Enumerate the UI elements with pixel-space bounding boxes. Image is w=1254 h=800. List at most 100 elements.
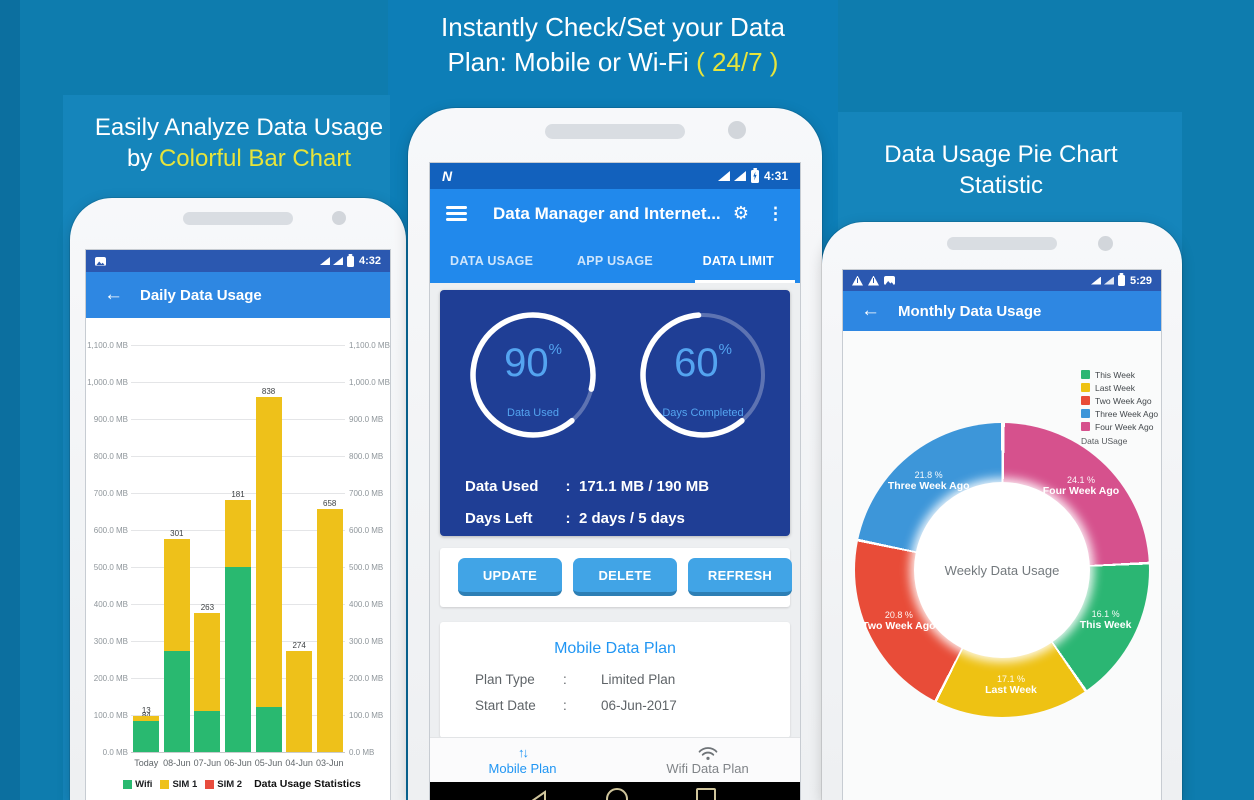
y-tick-left: 600.0 MB bbox=[93, 526, 128, 535]
y-tick-left: 100.0 MB bbox=[93, 711, 128, 720]
tab-data-usage[interactable]: DATA USAGE bbox=[450, 253, 534, 268]
y-tick-right: 600.0 MB bbox=[349, 526, 384, 535]
y-tick-left: 1,100.0 MB bbox=[87, 341, 128, 350]
right-header-line1: Data Usage Pie Chart bbox=[884, 141, 1118, 168]
warning-icon bbox=[868, 275, 879, 286]
bar-segment-wifi bbox=[255, 706, 282, 752]
bar-segment-sim-1 bbox=[316, 508, 343, 752]
bar-value-label: 838 bbox=[261, 386, 276, 396]
gauge-days-completed: 60% Days Completed bbox=[633, 305, 773, 445]
y-tick-right: 900.0 MB bbox=[349, 415, 384, 424]
pie-legend-item-last-week: Last Week bbox=[1081, 381, 1158, 394]
nav-home-icon[interactable] bbox=[606, 788, 628, 800]
delete-button[interactable]: DELETE bbox=[573, 558, 677, 596]
android-nav-bar bbox=[430, 782, 800, 800]
gauge-data-used: 90% Data Used bbox=[463, 305, 603, 445]
y-tick-left: 300.0 MB bbox=[93, 637, 128, 646]
gauge-label: Data Used bbox=[507, 407, 559, 419]
pie-legend-swatch bbox=[1081, 422, 1090, 431]
right-phone: 5:29 ← Monthly Data Usage This Week Last … bbox=[822, 222, 1182, 800]
bar-value-label: 301 bbox=[170, 529, 184, 539]
y-tick-right: 1,100.0 MB bbox=[349, 341, 390, 350]
y-tick-right: 100.0 MB bbox=[349, 711, 384, 720]
y-tick-right: 300.0 MB bbox=[349, 637, 384, 646]
status-time: 5:29 bbox=[1129, 274, 1152, 287]
legend-swatch-wifi bbox=[123, 779, 133, 789]
bar-segment-sim-1 bbox=[133, 716, 160, 721]
right-header: Data Usage Pie Chart Statistic bbox=[821, 139, 1181, 201]
bar-segment-sim-1 bbox=[255, 396, 282, 707]
pie-legend-label: Two Week Ago bbox=[1095, 395, 1152, 406]
gear-icon[interactable]: ⚙ bbox=[732, 203, 749, 223]
bar-value-label: 658 bbox=[323, 498, 337, 508]
legend-label: SIM 1 bbox=[172, 778, 198, 790]
right-header-line2: Statistic bbox=[958, 172, 1044, 199]
pie-legend-title: Data USage bbox=[1081, 436, 1128, 446]
back-arrow-icon[interactable]: ← bbox=[861, 300, 880, 321]
back-arrow-icon[interactable]: ← bbox=[104, 284, 123, 305]
pie-legend-label: Four Week Ago bbox=[1095, 421, 1154, 432]
update-button[interactable]: UPDATE bbox=[458, 558, 562, 596]
right-phone-screen: 5:29 ← Monthly Data Usage This Week Last … bbox=[842, 269, 1162, 800]
slice-label-three-week-ago: 21.8 % Three Week Ago bbox=[887, 470, 970, 493]
y-tick-left: 200.0 MB bbox=[93, 674, 128, 683]
legend-label: Wifi bbox=[135, 778, 153, 790]
bar-segment-wifi bbox=[163, 650, 190, 752]
gauge-label: Days Completed bbox=[662, 407, 744, 419]
left-header: Easily Analyze Data Usage by Colorful Ba… bbox=[59, 112, 419, 174]
bar-value-label: 181 bbox=[231, 489, 245, 499]
buttons-card: UPDATE DELETE REFRESH bbox=[440, 548, 792, 607]
front-camera bbox=[332, 211, 346, 225]
gauge-value: 90% bbox=[504, 341, 562, 385]
middle-phone-screen: N 4:31 Data Manager and Internet... ⚙ ⋮ … bbox=[429, 162, 801, 800]
left-app-bar: ← Daily Data Usage bbox=[86, 272, 390, 318]
warning-icon bbox=[852, 275, 863, 286]
stat-days-left: Days Left:2 days / 5 days bbox=[465, 510, 685, 527]
nav-item-label: Mobile Plan bbox=[488, 761, 557, 776]
bar-chart-title: Data Usage Statistics bbox=[254, 778, 361, 790]
slice-label-this-week: 16.1 % This Week bbox=[1079, 608, 1132, 631]
gridline bbox=[131, 752, 345, 753]
y-tick-left: 1,000.0 MB bbox=[87, 378, 128, 387]
speaker-grill bbox=[947, 237, 1057, 250]
wifi-signal-icon bbox=[332, 257, 343, 265]
pie-legend-item-four-week-ago: Four Week Ago bbox=[1081, 420, 1158, 433]
x-axis-label: 07-Jun bbox=[193, 758, 222, 768]
slice-label-four-week-ago: 24.1 % Four Week Ago bbox=[1042, 475, 1120, 498]
nav-back-icon[interactable] bbox=[526, 788, 552, 800]
overflow-menu-icon[interactable]: ⋮ bbox=[767, 203, 784, 223]
tab-data-limit[interactable]: DATA LIMIT bbox=[702, 253, 775, 268]
speaker-grill bbox=[545, 124, 685, 139]
nav-item-mobile-plan[interactable]: ↑↓ Mobile Plan bbox=[430, 738, 615, 782]
pie-legend-swatch bbox=[1081, 370, 1090, 379]
nav-item-wifi-data-plan[interactable]: Wifi Data Plan bbox=[615, 738, 800, 782]
gridline bbox=[131, 493, 345, 494]
bar-segment-wifi bbox=[133, 720, 160, 752]
bar-value-label: 84 bbox=[129, 711, 163, 720]
y-tick-right: 700.0 MB bbox=[349, 489, 384, 498]
y-tick-right: 400.0 MB bbox=[349, 600, 384, 609]
left-phone-screen: 4:32 ← Daily Data Usage 0.0 MB 0.0 MB 100.… bbox=[85, 249, 391, 800]
tab-app-usage[interactable]: APP USAGE bbox=[576, 253, 654, 268]
plan-row-plan-type: Plan Type: Limited Plan bbox=[475, 672, 676, 687]
x-axis-label: 05-Jun bbox=[254, 758, 283, 768]
banner-line1: Instantly Check/Set your Data bbox=[441, 12, 785, 42]
android-n-icon: N bbox=[442, 168, 453, 184]
refresh-button[interactable]: REFRESH bbox=[688, 558, 792, 596]
y-tick-right: 0.0 MB bbox=[349, 748, 375, 757]
screenshot-notification-icon bbox=[95, 256, 106, 266]
pie-legend-swatch bbox=[1081, 396, 1090, 405]
slice-label-last-week: 17.1 % Last Week bbox=[985, 673, 1037, 696]
pie-legend-item-three-week-ago: Three Week Ago bbox=[1081, 407, 1158, 420]
slice-label-two-week-ago: 20.8 % Two Week Ago bbox=[862, 609, 936, 632]
front-camera bbox=[1098, 236, 1113, 251]
x-axis-label: 08-Jun bbox=[163, 758, 191, 768]
hamburger-menu-icon[interactable] bbox=[446, 203, 467, 224]
speaker-grill bbox=[183, 212, 293, 225]
bar-segment-sim-1 bbox=[286, 650, 313, 752]
pie-legend-swatch bbox=[1081, 409, 1090, 418]
wifi-icon bbox=[698, 746, 717, 760]
nav-recents-icon[interactable] bbox=[696, 788, 716, 800]
status-time: 4:31 bbox=[763, 169, 788, 183]
